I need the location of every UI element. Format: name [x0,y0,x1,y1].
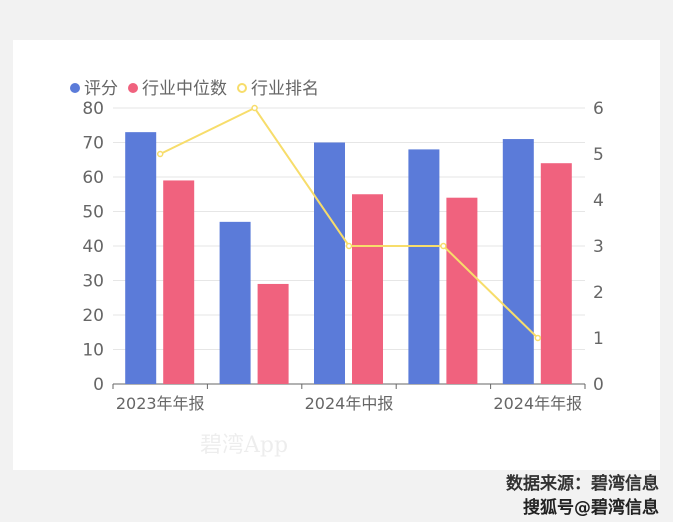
legend-marker [237,83,247,93]
bar-score [314,142,345,384]
bar-score [219,221,251,384]
bar-score [125,132,157,384]
y-left-tick-label: 80 [82,99,104,119]
bar-score [408,149,440,384]
y-left-tick-label: 30 [82,272,104,292]
y-right-tick-label: 2 [593,283,604,303]
y-right-tick-label: 0 [593,375,604,395]
y-left-tick-label: 0 [93,375,104,395]
source-text: 数据来源：碧湾信息 [506,474,659,494]
y-right-tick-label: 5 [593,145,604,165]
y-right-tick-label: 4 [593,191,604,211]
line-point [534,334,542,342]
y-right-tick-label: 6 [593,99,604,119]
line-point [156,150,164,158]
y-left-tick-label: 50 [82,203,104,223]
line-point [251,104,258,112]
bar-industry-median [257,283,289,384]
y-left-tick-label: 20 [82,306,104,326]
y-right-tick-label: 1 [593,329,604,349]
y-right-tick-label: 3 [593,237,604,257]
y-left-tick-label: 10 [82,341,104,361]
bar-industry-median [352,194,383,384]
line-point [345,242,353,250]
legend-label: 评分 [84,79,118,99]
x-tick-label: 2024年中报 [305,394,394,413]
legend-label: 行业中位数 [142,79,227,99]
bar-industry-median [163,180,195,384]
bar-industry-median [540,163,572,384]
y-left-tick-label: 60 [82,168,104,188]
y-left-tick-label: 70 [82,134,104,154]
watermark: 碧湾App [200,433,288,458]
x-tick-label: 2024年年报 [493,394,582,413]
bar-score [502,139,534,384]
legend-marker [70,83,80,93]
x-tick-label: 2023年年报 [116,394,205,413]
bar-industry-median [446,197,478,384]
legend-label: 行业排名 [251,79,319,99]
overlay-text: 搜狐号@碧湾信息 [523,498,659,518]
line-point [440,242,447,250]
y-left-tick-label: 40 [82,237,104,257]
legend-marker [128,83,138,93]
